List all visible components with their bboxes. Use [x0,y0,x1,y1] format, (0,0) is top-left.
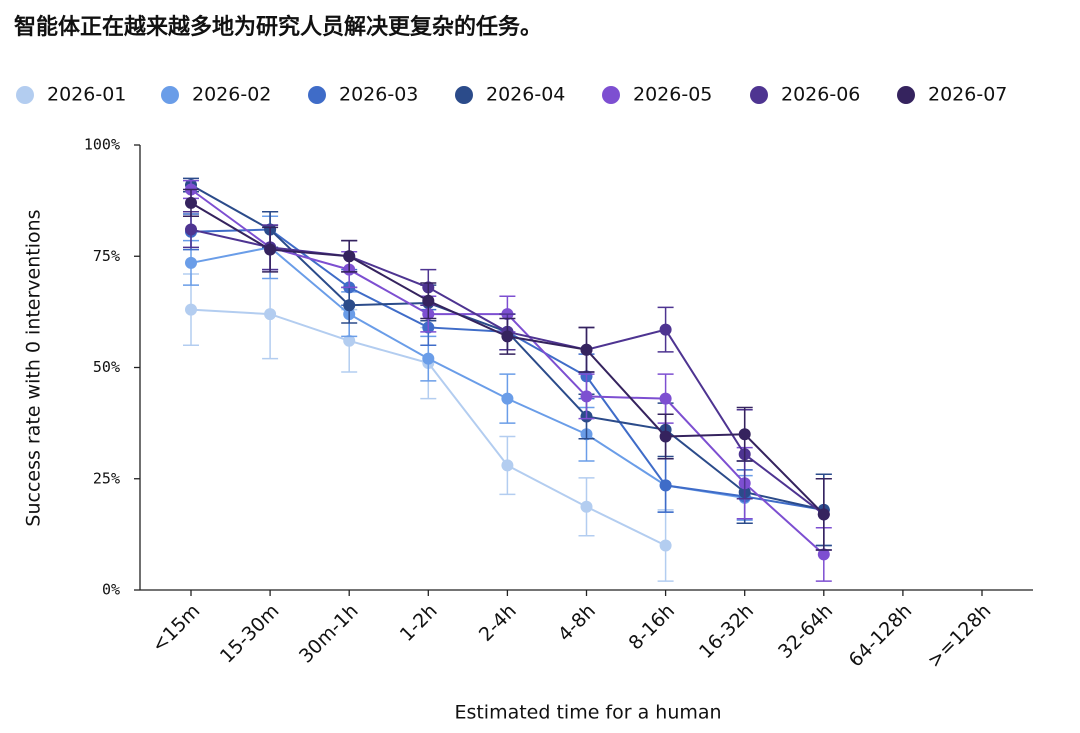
x-tick-label: 4-8h [554,600,600,646]
point [659,539,672,552]
legend-label: 2026-06 [781,84,860,106]
x-tick-label: 16-32h [695,600,758,663]
legend-marker [897,86,915,104]
series [183,215,753,521]
x-tick-label: 15-30m [216,600,284,668]
point [580,390,593,403]
point [659,430,672,443]
x-tick-label: >=128h [923,600,995,672]
x-tick-label: 30m-1h [295,600,363,668]
point [738,428,751,441]
point [659,392,672,405]
point [501,392,514,405]
point [659,479,672,492]
point [264,308,277,321]
legend-label: 2026-03 [339,84,418,106]
legend-label: 2026-07 [928,84,1007,106]
legend-label: 2026-04 [486,84,565,106]
y-tick-label: 100% [84,136,120,154]
y-axis-label: Success rate with 0 interventions [23,209,45,526]
y-tick-label: 0% [102,581,120,599]
series-line [190,246,745,499]
x-tick-label: <15m [147,600,204,657]
point [422,294,435,307]
point [580,343,593,356]
legend-marker [308,86,326,104]
x-tick-label: 64-128h [845,600,917,672]
point [422,352,435,365]
point [185,223,197,236]
point [264,243,277,256]
legend-marker [750,86,768,104]
point [659,323,672,336]
series [183,268,674,582]
series [183,188,832,551]
chart-title: 智能体正在越来越多地为研究人员解决更复杂的任务。 [14,14,542,40]
point [185,256,197,269]
legend-marker [16,86,34,104]
y-tick-label: 75% [93,247,120,265]
legend-label: 2026-05 [633,84,712,106]
point [501,330,514,343]
x-tick-label: 32-64h [774,600,837,663]
point [343,299,356,312]
point [343,250,356,263]
legend-marker [602,86,620,104]
point [580,500,593,513]
x-tick-label: 2-4h [475,600,521,646]
point [343,334,356,347]
y-tick-label: 25% [93,469,120,487]
x-tick-label: 8-16h [624,600,679,655]
legend-marker [455,86,473,104]
legend-marker [161,86,179,104]
legend-label: 2026-02 [192,84,271,106]
x-tick-label: 1-2h [396,600,442,646]
point [817,548,830,561]
x-axis-label: Estimated time for a human [454,702,721,724]
point [817,508,830,521]
point [501,459,514,472]
point [185,196,197,209]
y-tick-label: 50% [93,358,120,376]
point [185,303,197,316]
legend-label: 2026-01 [47,84,126,106]
